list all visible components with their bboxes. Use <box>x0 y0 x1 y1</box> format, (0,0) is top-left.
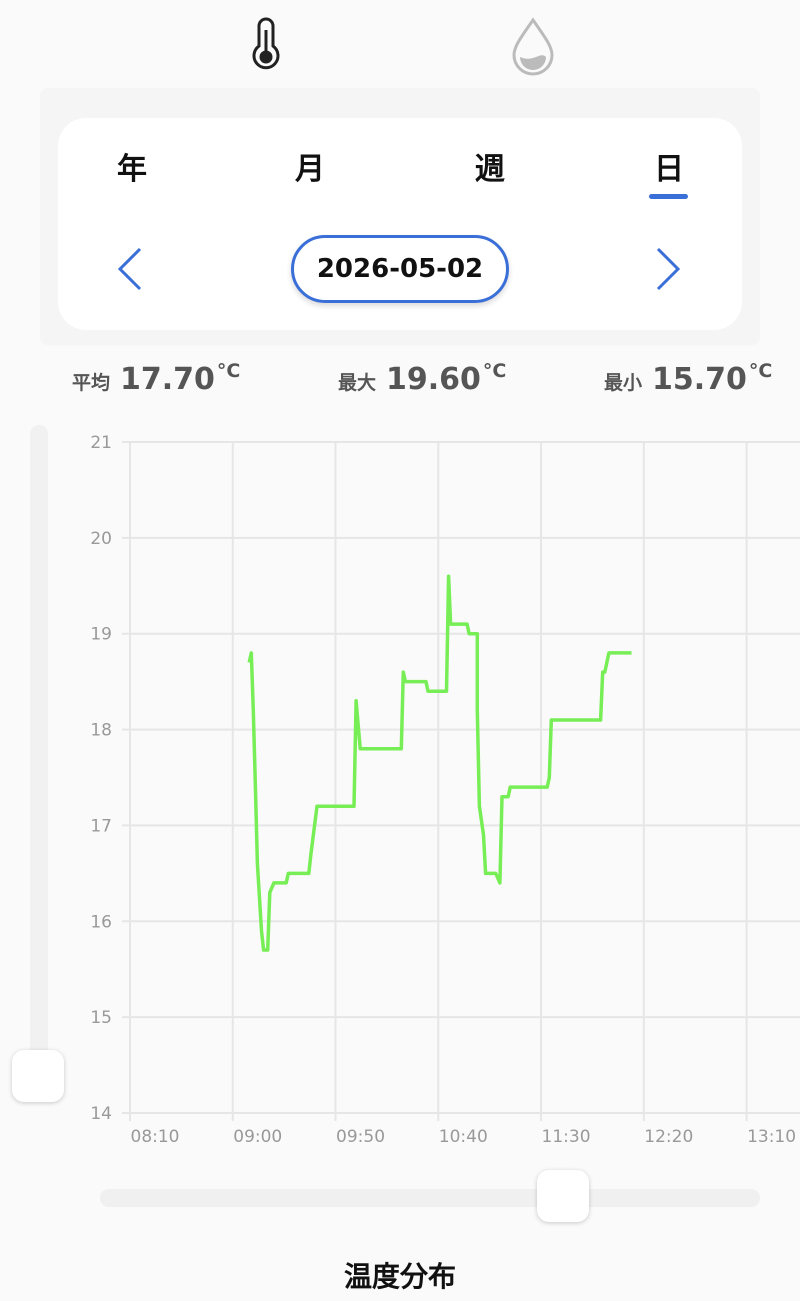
x-tick-label: 08:10 <box>131 1127 180 1147</box>
vertical-slider-track <box>30 425 48 1095</box>
x-tick-label: 13:10 <box>747 1127 796 1147</box>
prev-arrow[interactable] <box>110 245 150 293</box>
humidity-icon[interactable] <box>512 17 554 76</box>
stat-unit: °C <box>748 360 773 382</box>
tab[interactable]: 週 <box>475 152 505 187</box>
y-tick-label: 15 <box>90 1008 112 1028</box>
stat-label: 最大 <box>338 372 377 394</box>
y-tick-label: 17 <box>90 816 112 836</box>
section-title: 温度分布 <box>343 1260 456 1293</box>
stat-unit: °C <box>216 360 241 382</box>
mode-icons <box>252 17 554 76</box>
stat: 最小 15.70 °C <box>604 360 773 397</box>
x-tick-label: 12:20 <box>644 1127 693 1147</box>
stat-unit: °C <box>482 360 507 382</box>
horizontal-slider-handle[interactable] <box>537 1170 589 1222</box>
x-tick-label: 11:30 <box>542 1127 591 1147</box>
stat-label: 最小 <box>604 372 643 394</box>
thermometer-icon[interactable] <box>252 17 280 70</box>
stat-value: 19.60 <box>386 362 481 397</box>
stat: 平均 17.70 °C <box>72 360 241 397</box>
vertical-slider-handle[interactable] <box>12 1050 64 1102</box>
data-line <box>247 574 632 952</box>
next-arrow[interactable] <box>648 245 688 293</box>
tab[interactable]: 日 <box>654 152 684 187</box>
y-tick-label: 16 <box>90 912 112 932</box>
date-picker[interactable]: 2026-05-02 <box>291 235 509 303</box>
x-tick-label: 09:50 <box>336 1127 385 1147</box>
x-tick-label: 10:40 <box>439 1127 488 1147</box>
stat-label: 平均 <box>72 372 111 394</box>
stat: 最大 19.60 °C <box>338 360 507 397</box>
y-tick-label: 14 <box>90 1104 112 1124</box>
x-tick-label: 09:00 <box>233 1127 282 1147</box>
tab[interactable]: 年 <box>117 152 147 187</box>
tab[interactable]: 月 <box>295 152 325 187</box>
y-tick-label: 18 <box>90 721 112 741</box>
stat-value: 15.70 <box>652 362 747 397</box>
horizontal-slider-track <box>100 1189 760 1207</box>
y-tick-label: 21 <box>90 433 112 453</box>
y-tick-label: 20 <box>90 529 112 549</box>
stat-value: 17.70 <box>120 362 215 397</box>
chart: 14 15 16 17 18 19 20 21 08:10 09:00 09:50 10:40 11:3… <box>30 425 800 1147</box>
y-tick-label: 19 <box>90 625 112 645</box>
tab-underline <box>649 194 688 199</box>
